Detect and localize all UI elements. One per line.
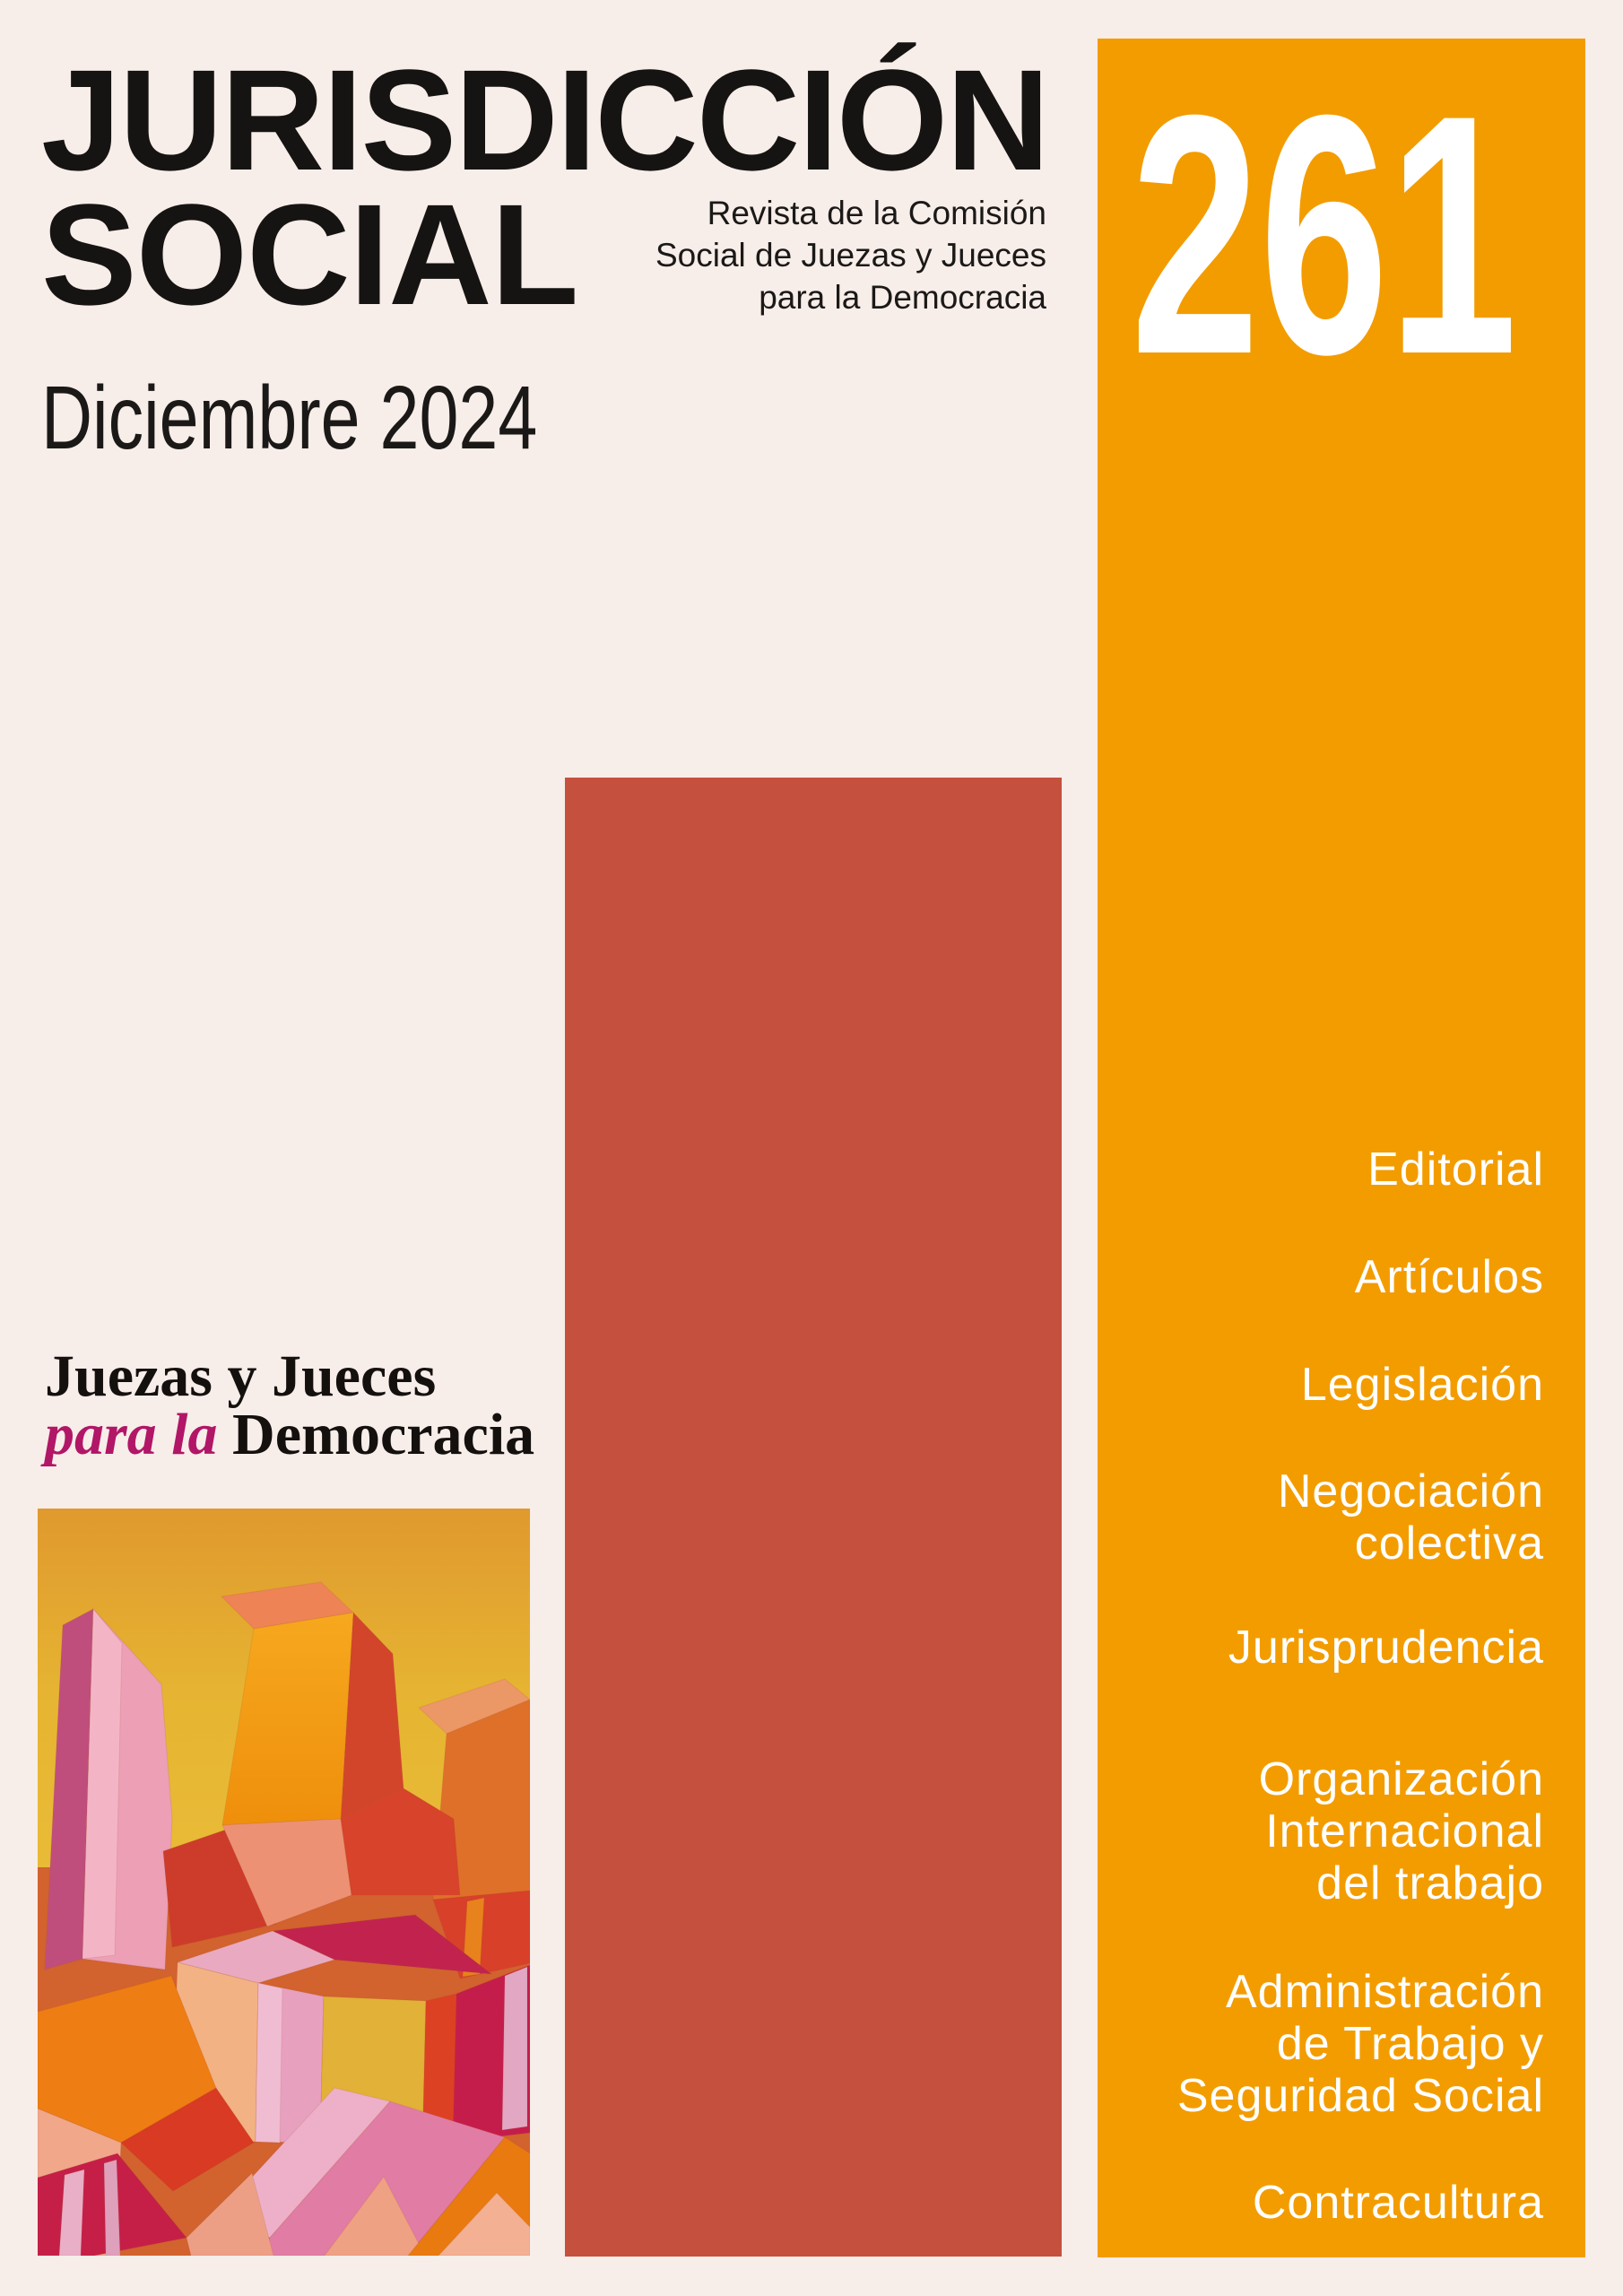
issue-date: Diciembre 2024 <box>41 368 538 468</box>
menu-item-line: de Trabajo y <box>1276 2018 1544 2070</box>
menu-item-contracultura[interactable]: Contracultura <box>1098 2177 1544 2229</box>
association-name-spacer <box>218 1402 233 1467</box>
association-name-line2: para la Democracia <box>45 1402 535 1467</box>
menu-item-articulos[interactable]: Artículos <box>1098 1251 1544 1303</box>
menu-item-line: Internacional <box>1265 1805 1544 1857</box>
association-name-rest: Democracia <box>232 1402 535 1467</box>
menu-item-line: Contracultura <box>1252 2177 1544 2229</box>
red-column-graphic <box>565 778 1062 2257</box>
magazine-subtitle-line: Social de Juezas y Jueces <box>655 237 1046 274</box>
magazine-title: JURISDICCIÓN SOCIAL <box>41 39 1050 335</box>
association-name-italic: para la <box>45 1402 218 1467</box>
menu-item-jurisprudencia[interactable]: Jurisprudencia <box>1098 1622 1544 1674</box>
menu-item-administracion-de-trabajo-y-seguridad-social[interactable]: Administración de Trabajo y Seguridad Soci… <box>1098 1966 1544 2122</box>
contents-sidebar: 261 Editorial Artículos Legislación Negocia… <box>1098 39 1585 2257</box>
magazine-subtitle-line: Revista de la Comisión <box>707 195 1046 231</box>
menu-item-line: Organización <box>1258 1753 1544 1805</box>
cover-artwork-image <box>38 1509 530 2256</box>
menu-item-organizacion-internacional-del-trabajo[interactable]: Organización Internacional del trabajo <box>1098 1753 1544 1909</box>
menu-item-line: Negociación <box>1277 1465 1544 1518</box>
magazine-title-line2: SOCIAL <box>41 174 578 335</box>
association-logo: Juezas y Jueces para la Democracia <box>45 1344 535 1467</box>
menu-item-line: Jurisprudencia <box>1228 1622 1544 1674</box>
menu-item-line: del trabajo <box>1316 1857 1544 1909</box>
issue-number: 261 <box>1131 44 1518 425</box>
menu-item-line: Legislación <box>1300 1359 1544 1411</box>
menu-item-line: colectiva <box>1354 1518 1544 1570</box>
magazine-title-line1: JURISDICCIÓN <box>41 39 1050 200</box>
menu-item-line: Artículos <box>1354 1251 1544 1303</box>
menu-item-negociacion-colectiva[interactable]: Negociación colectiva <box>1098 1465 1544 1570</box>
magazine-subtitle-line: para la Democracia <box>759 279 1046 316</box>
menu-item-line: Seguridad Social <box>1176 2070 1544 2122</box>
menu-item-line: Editorial <box>1367 1144 1544 1196</box>
menu-item-legislacion[interactable]: Legislación <box>1098 1359 1544 1411</box>
menu-item-line: Administración <box>1225 1966 1544 2018</box>
association-name-line1: Juezas y Jueces <box>45 1344 437 1409</box>
menu-item-editorial[interactable]: Editorial <box>1098 1144 1544 1196</box>
magazine-subtitle: Revista de la Comisión Social de Juezas … <box>655 192 1046 318</box>
